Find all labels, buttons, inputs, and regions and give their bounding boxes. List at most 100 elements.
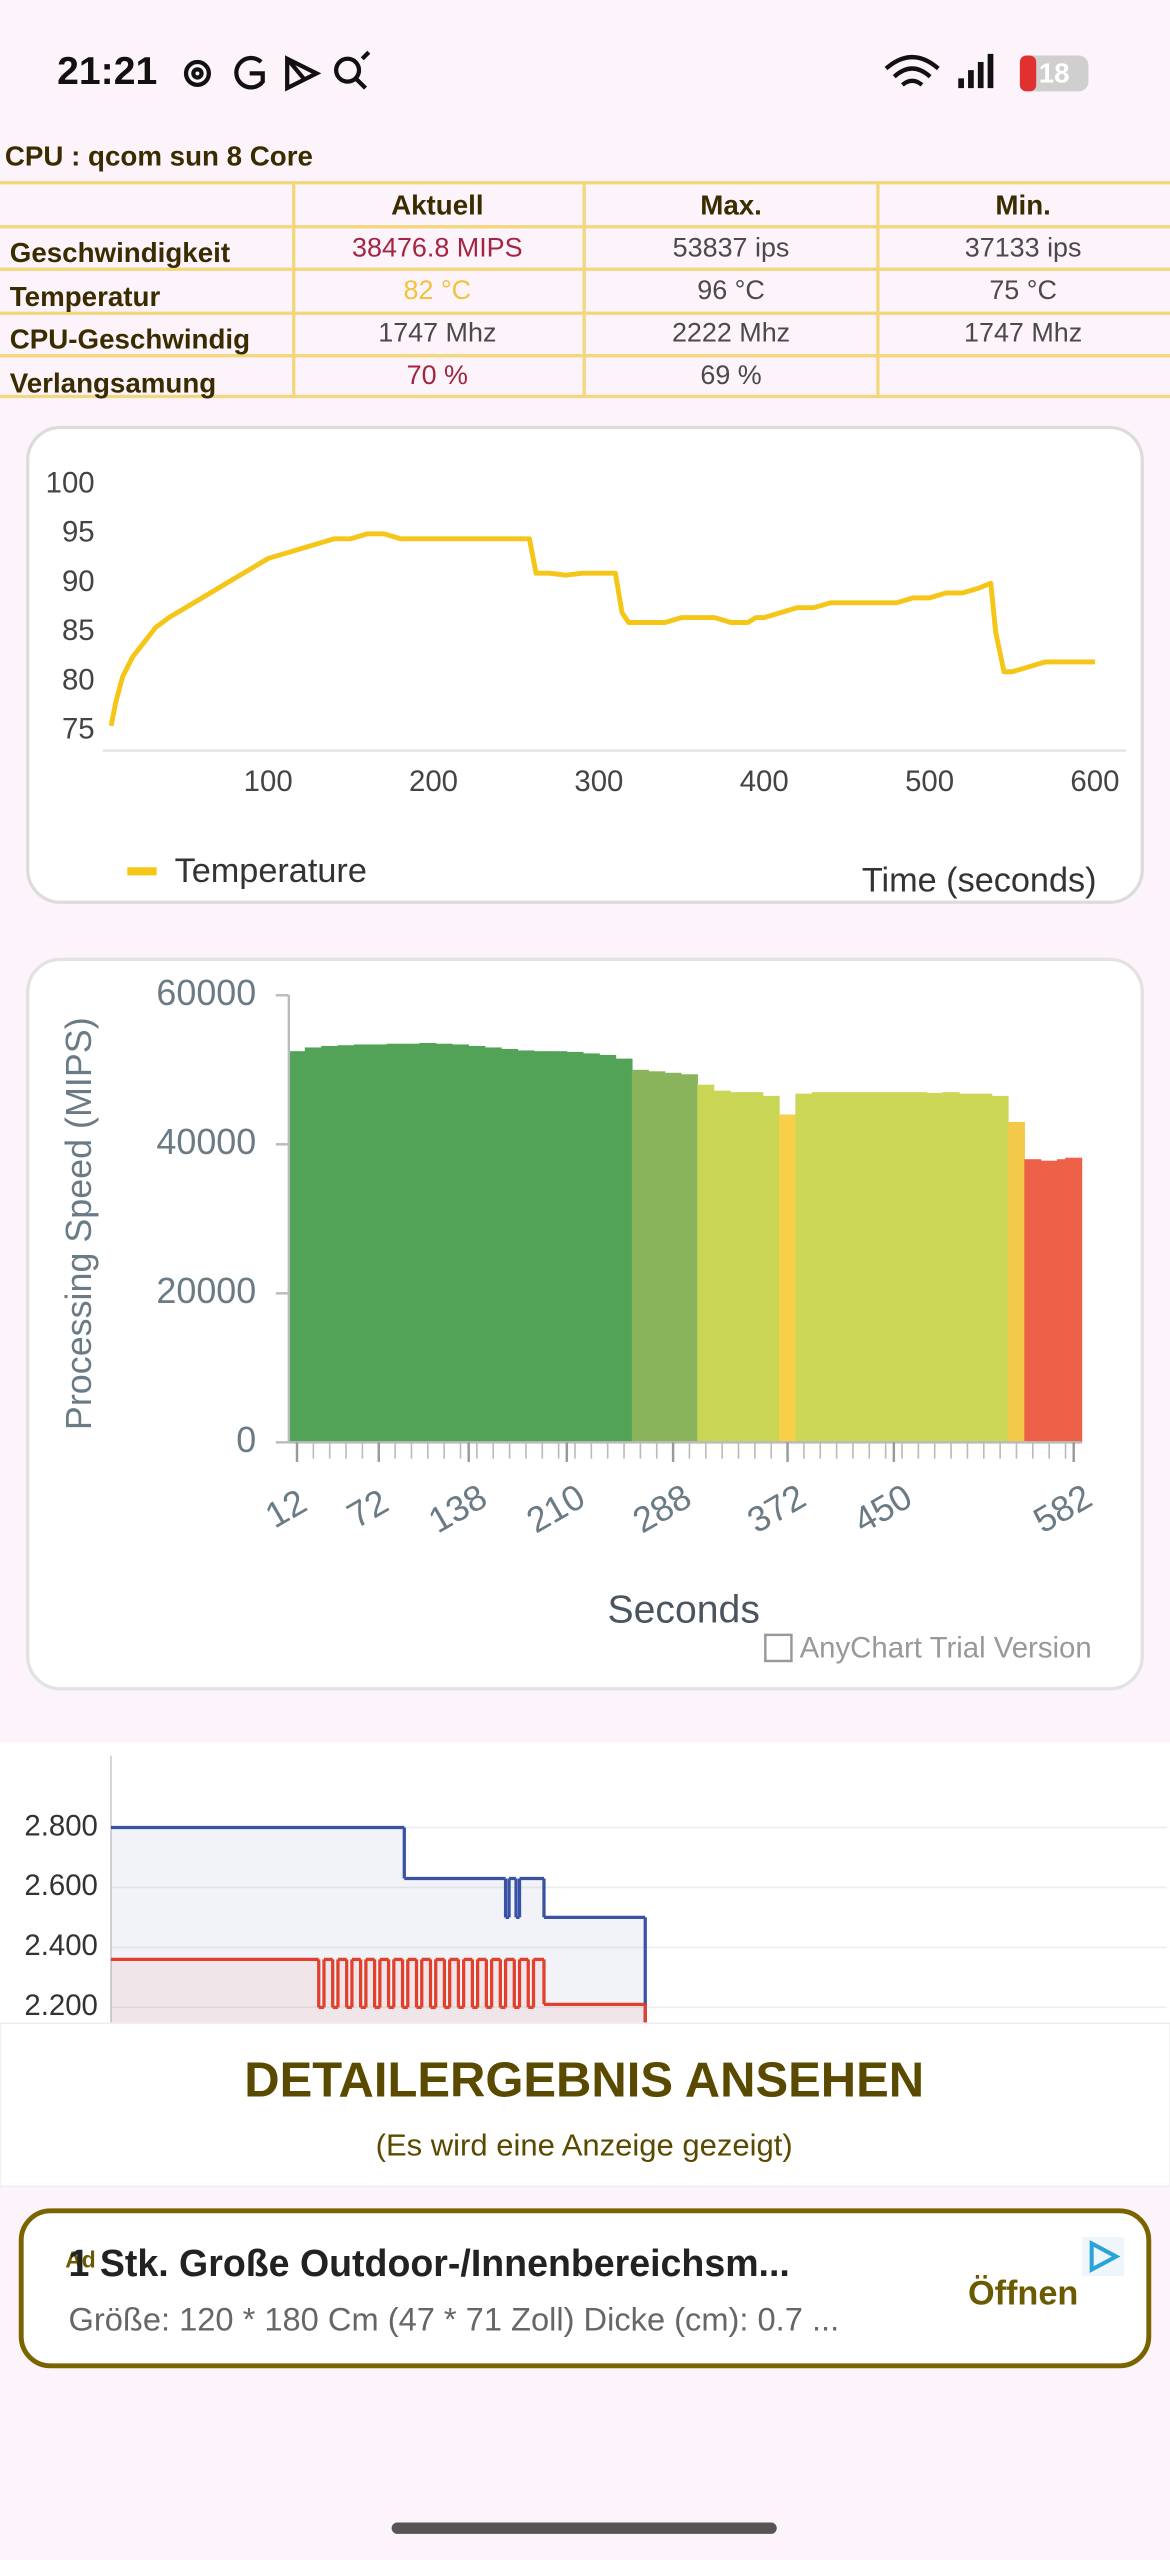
table-cell: 1747 Mhz bbox=[964, 318, 1082, 348]
ad-title[interactable]: 1 Stk. Große Outdoor-/Innenbereichsm... bbox=[69, 2242, 790, 2284]
bar bbox=[942, 1092, 960, 1443]
battery bbox=[1019, 55, 1089, 92]
step-area bbox=[477, 1959, 487, 2024]
table-cell: 38476.8 MIPS bbox=[352, 233, 523, 263]
detail-title[interactable]: DETAILERGEBNIS ANSEHEN bbox=[244, 2054, 924, 2108]
y-tick-label: 2.200 bbox=[24, 1989, 97, 2022]
step-area bbox=[486, 2007, 492, 2024]
row-label: Temperatur bbox=[10, 281, 161, 312]
step-area bbox=[379, 1959, 389, 2024]
bar bbox=[631, 1069, 649, 1443]
step-area bbox=[346, 2007, 352, 2024]
step-area bbox=[337, 1959, 347, 2024]
watermark: AnyChart Trial Version bbox=[800, 1631, 1092, 1664]
step-area bbox=[519, 1959, 529, 2024]
y-tick-label: 0 bbox=[236, 1420, 256, 1460]
step-area bbox=[505, 1917, 510, 2024]
detail-panel[interactable] bbox=[0, 2022, 1170, 2188]
y-tick-label: 95 bbox=[62, 516, 95, 549]
bar bbox=[664, 1072, 682, 1443]
bar bbox=[975, 1093, 993, 1443]
row-label: Geschwindigkeit bbox=[10, 237, 230, 268]
step-area bbox=[533, 1959, 544, 2024]
step-area bbox=[519, 1878, 544, 2024]
table-cell: 69 % bbox=[700, 360, 761, 390]
step-area bbox=[110, 1959, 319, 2024]
y-tick-label: 80 bbox=[62, 663, 95, 696]
step-area bbox=[393, 1959, 403, 2024]
y-tick-label: 60000 bbox=[156, 973, 256, 1013]
step-area bbox=[505, 1959, 515, 2024]
table-header: Aktuell bbox=[391, 190, 483, 221]
bar bbox=[582, 1053, 600, 1443]
y-tick-label: 90 bbox=[62, 565, 95, 598]
y-tick-label: 2.600 bbox=[24, 1869, 97, 1902]
bar bbox=[517, 1050, 535, 1443]
ad-card[interactable] bbox=[18, 2208, 1152, 2369]
bar bbox=[402, 1043, 420, 1443]
x-axis-title: Seconds bbox=[608, 1588, 760, 1631]
step-area bbox=[458, 2007, 464, 2024]
bar bbox=[533, 1051, 551, 1443]
table-cell: 96 °C bbox=[697, 275, 765, 305]
step-area bbox=[463, 1959, 473, 2024]
y-tick-label: 75 bbox=[62, 713, 95, 746]
step-area bbox=[509, 1878, 517, 2024]
table-cell: 1747 Mhz bbox=[378, 318, 496, 348]
step-area bbox=[435, 1959, 445, 2024]
x-axis-title: Time (seconds) bbox=[862, 862, 1097, 900]
watermark-icon bbox=[764, 1633, 793, 1663]
bar bbox=[386, 1043, 404, 1443]
y-tick-label: 85 bbox=[62, 614, 95, 647]
table-cell: 2222 Mhz bbox=[672, 318, 790, 348]
x-tick-label: 200 bbox=[409, 765, 458, 798]
table-cell: 37133 ips bbox=[965, 233, 1082, 263]
bar bbox=[811, 1092, 829, 1443]
bar bbox=[304, 1047, 322, 1443]
bar bbox=[746, 1092, 764, 1443]
bar bbox=[288, 1051, 306, 1443]
table-cell: 82 °C bbox=[404, 275, 472, 305]
bar bbox=[468, 1045, 486, 1443]
frequency-chart: 2.200 2.400 2.600 2.800 bbox=[24, 1755, 1167, 2024]
step-area bbox=[444, 2007, 450, 2024]
x-tick-label: 400 bbox=[740, 765, 789, 798]
step-area bbox=[318, 2007, 324, 2024]
bar bbox=[779, 1114, 797, 1443]
y-tick-label: 20000 bbox=[156, 1271, 256, 1311]
detail-subtitle: (Es wird eine Anzeige gezeigt) bbox=[376, 2127, 793, 2162]
step-area bbox=[421, 1959, 431, 2024]
card bbox=[26, 425, 1144, 904]
bar bbox=[762, 1095, 780, 1443]
step-area bbox=[351, 1959, 361, 2024]
step-area bbox=[528, 2007, 534, 2024]
clock: 21:21 bbox=[57, 50, 157, 93]
y-tick-label: 100 bbox=[46, 466, 95, 499]
step-area bbox=[543, 2004, 646, 2024]
adchoices-icon[interactable] bbox=[1081, 2236, 1125, 2277]
bar bbox=[795, 1093, 813, 1443]
bar bbox=[353, 1044, 371, 1443]
battery-level bbox=[1019, 55, 1037, 92]
temperature-chart: 75 80 85 90 95 100 100 200 300 400 500 600 Temperatu… bbox=[46, 466, 1126, 900]
row-label: CPU-Geschwindig bbox=[10, 323, 250, 354]
step-area bbox=[407, 1959, 417, 2024]
step-area bbox=[402, 2007, 408, 2024]
row-label: Verlangsamung bbox=[10, 367, 216, 398]
step-area bbox=[360, 2007, 366, 2024]
x-tick-label: 100 bbox=[244, 765, 293, 798]
table-header: Max. bbox=[700, 190, 762, 221]
bar bbox=[452, 1044, 470, 1443]
card bbox=[0, 1742, 1170, 2037]
bar bbox=[419, 1042, 437, 1443]
cpu-name: CPU : qcom sun 8 Core bbox=[5, 141, 313, 172]
table-cell: 75 °C bbox=[989, 275, 1057, 305]
step-area bbox=[430, 2007, 436, 2024]
bar bbox=[860, 1092, 878, 1443]
ad-open-button[interactable]: Öffnen bbox=[968, 2274, 1078, 2313]
step-area bbox=[332, 2007, 338, 2024]
step-area bbox=[449, 1959, 459, 2024]
bar bbox=[1024, 1159, 1042, 1443]
bar bbox=[550, 1051, 568, 1443]
